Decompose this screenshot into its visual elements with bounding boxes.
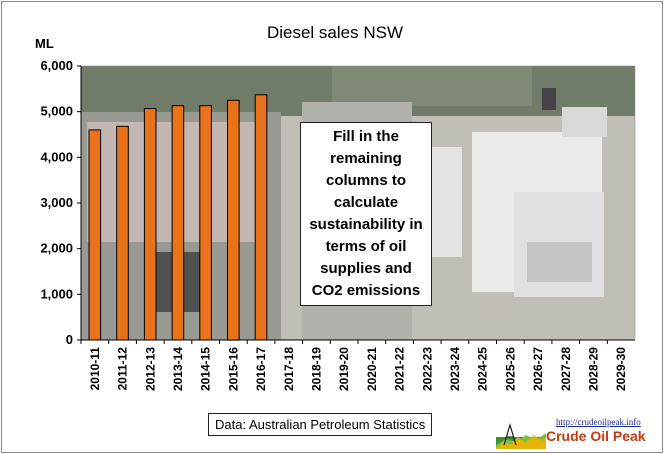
x-tick-label-2022-23: 2022-23 bbox=[420, 347, 434, 391]
x-tick-label-2014-15: 2014-15 bbox=[199, 347, 213, 391]
x-tick-label-2013-14: 2013-14 bbox=[171, 347, 185, 391]
y-tick-label: 4,000 bbox=[40, 149, 73, 164]
data-source: Data: Australian Petroleum Statistics bbox=[208, 413, 433, 436]
y-tick-label: 5,000 bbox=[40, 104, 73, 119]
x-tick-label-2020-21: 2020-21 bbox=[365, 347, 379, 391]
y-tick-label: 3,000 bbox=[40, 195, 73, 210]
x-tick-label-2026-27: 2026-27 bbox=[531, 347, 545, 391]
bar-2010-11 bbox=[88, 129, 102, 341]
annotation-note: Fill in the remaining columns to calcula… bbox=[300, 122, 432, 306]
y-tick-label: 0 bbox=[66, 332, 73, 347]
bar-2012-13 bbox=[143, 108, 157, 341]
x-tick-label-2027-28: 2027-28 bbox=[559, 347, 573, 391]
y-tick-label: 6,000 bbox=[40, 58, 73, 73]
logo-name: Crude Oil Peak bbox=[546, 428, 646, 444]
bar-2011-12 bbox=[116, 125, 129, 341]
oil-derrick-icon bbox=[496, 423, 546, 449]
x-tick-label-2016-17: 2016-17 bbox=[254, 347, 268, 391]
chart-title: Diesel sales NSW bbox=[267, 23, 403, 42]
x-tick-label-2023-24: 2023-24 bbox=[448, 347, 462, 391]
crude-oil-peak-logo[interactable]: http://crudeoilpeak.info Crude Oil Peak bbox=[496, 417, 660, 449]
bar-2015-16 bbox=[227, 99, 240, 341]
x-tick-label-2017-18: 2017-18 bbox=[282, 347, 296, 391]
x-tick-label-2028-29: 2028-29 bbox=[586, 347, 600, 391]
x-tick-label-2019-20: 2019-20 bbox=[337, 347, 351, 391]
x-tick-label-2018-19: 2018-19 bbox=[309, 347, 323, 391]
bar-2013-14 bbox=[171, 105, 185, 341]
y-tick-label: 2,000 bbox=[40, 241, 73, 256]
bar-2016-17 bbox=[254, 94, 268, 341]
x-tick-label-2012-13: 2012-13 bbox=[143, 347, 157, 391]
x-tick-label-2021-22: 2021-22 bbox=[393, 347, 407, 391]
x-tick-label-2029-30: 2029-30 bbox=[614, 347, 628, 391]
x-tick-label-2010-11: 2010-11 bbox=[88, 347, 102, 391]
y-tick-label: 1,000 bbox=[40, 286, 73, 301]
x-tick-label-2011-12: 2011-12 bbox=[116, 347, 130, 391]
logo-url[interactable]: http://crudeoilpeak.info bbox=[556, 417, 641, 427]
y-axis-label: ML bbox=[35, 36, 54, 51]
x-tick-label-2025-26: 2025-26 bbox=[503, 347, 517, 391]
x-tick-label-2024-25: 2024-25 bbox=[476, 347, 490, 391]
x-tick-label-2015-16: 2015-16 bbox=[226, 347, 240, 391]
bar-2014-15 bbox=[199, 105, 212, 341]
